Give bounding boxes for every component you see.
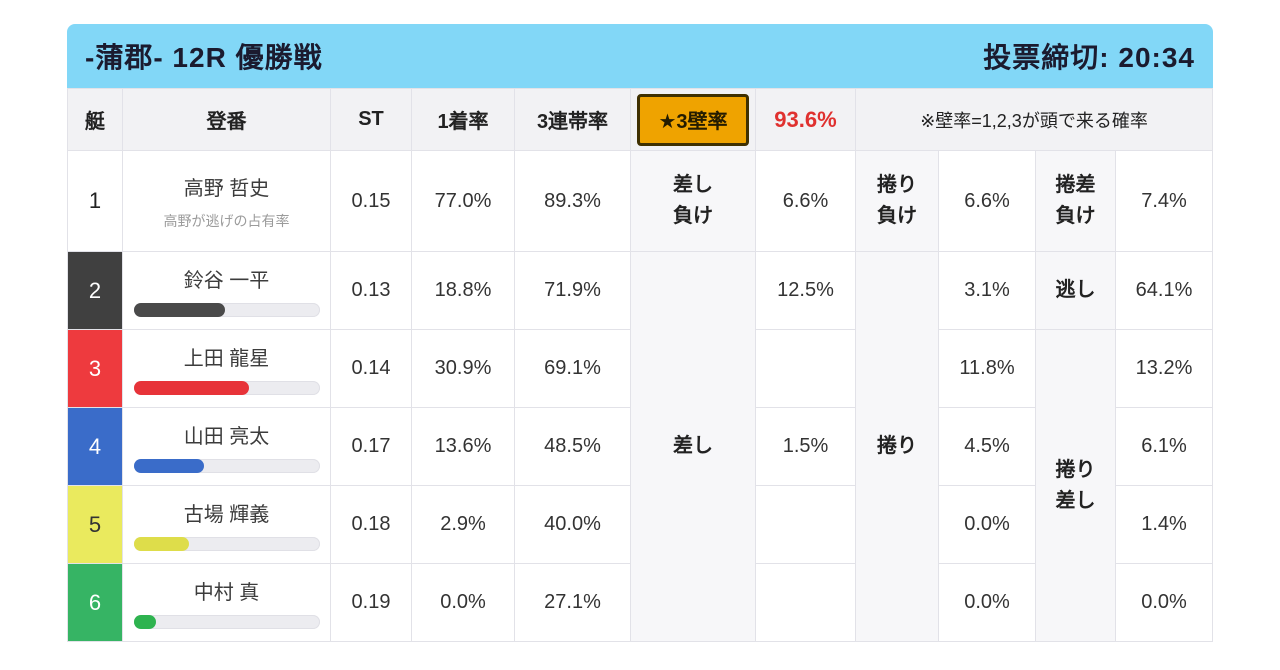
racer-name: 山田 亮太 <box>183 426 270 448</box>
top3-rate-value: 27.1% <box>514 563 631 642</box>
top3-rate-value: 40.0% <box>514 485 631 564</box>
win-rate-value: 77.0% <box>411 150 515 252</box>
racer-cell: 古場 輝義 <box>122 485 331 564</box>
table-row: 2 鈴谷 一平 0.13 18.8% 71.9% 差し 12.5% 捲り 3.1… <box>67 251 1214 642</box>
boat-number: 1 <box>67 150 123 252</box>
kimarite-label-makurizashi: 捲り 差し <box>1035 329 1116 642</box>
racer-cell: 中村 真 <box>122 563 331 642</box>
vote-deadline: 投票締切: 20:34 <box>983 42 1195 73</box>
st-value: 0.15 <box>330 150 412 252</box>
racer-cell: 山田 亮太 <box>122 407 331 486</box>
kimarite-value: 6.1% <box>1114 407 1214 486</box>
kimarite-label-makuri: 捲り <box>855 251 939 642</box>
kimarite-value: 11.8% <box>938 329 1036 408</box>
kimarite-label-sashi: 差し <box>630 251 756 642</box>
wall-rate-badge[interactable]: ★3壁率 <box>637 93 749 146</box>
table-row: 4 山田 亮太 0.17 13.6% 48.5% 1.5% 4.5% 6.1% <box>67 407 1214 486</box>
boat-number: 4 <box>67 407 123 486</box>
st-value: 0.18 <box>330 485 412 564</box>
wall-rate-value: 93.6% <box>755 88 856 151</box>
kimarite-value: 6.6% <box>938 150 1036 252</box>
kimarite-value <box>755 563 856 642</box>
kimarite-value: 13.2% <box>1114 329 1214 408</box>
kimarite-value: 6.6% <box>755 150 856 252</box>
kimarite-value: 3.1% <box>938 251 1036 330</box>
racer-cell: 高野 哲史 高野が逃げの占有率 <box>122 150 331 252</box>
progress-bar <box>133 381 320 395</box>
racer-name: 鈴谷 一平 <box>183 270 270 292</box>
table-header-row: 艇 登番 ST 1着率 3連帯率 ★3壁率 93.6% ※壁率=1,2,3が頭で… <box>67 88 1214 151</box>
top3-rate-value: 69.1% <box>514 329 631 408</box>
top3-rate-value: 48.5% <box>514 407 631 486</box>
table-row: 3 上田 龍星 0.14 30.9% 69.1% 11.8% 捲り 差し 13.… <box>67 329 1214 642</box>
progress-fill <box>133 615 156 629</box>
kimarite-label: 捲差 負け <box>1035 150 1116 252</box>
boat-number: 5 <box>67 485 123 564</box>
progress-fill <box>133 459 205 473</box>
kimarite-label: 差し 負け <box>630 150 756 252</box>
kimarite-value: 0.0% <box>938 485 1036 564</box>
kimarite-value <box>755 329 856 408</box>
top3-rate-value: 89.3% <box>514 150 631 252</box>
progress-bar <box>133 537 320 551</box>
col-win-rate: 1着率 <box>411 88 515 151</box>
race-table: 艇 登番 ST 1着率 3連帯率 ★3壁率 93.6% ※壁率=1,2,3が頭で… <box>67 88 1214 642</box>
kimarite-value: 4.5% <box>938 407 1036 486</box>
col-st: ST <box>330 88 412 151</box>
kimarite-value <box>755 485 856 564</box>
racer-name: 古場 輝義 <box>183 504 270 526</box>
st-value: 0.13 <box>330 251 412 330</box>
kimarite-value: 7.4% <box>1114 150 1214 252</box>
col-wall-rate: ★3壁率 <box>630 88 756 151</box>
table-row: 1 高野 哲史 高野が逃げの占有率 0.15 77.0% 89.3% 差し 負け… <box>67 150 1214 252</box>
boat-number: 2 <box>67 251 123 330</box>
win-rate-value: 0.0% <box>411 563 515 642</box>
col-top3-rate: 3連帯率 <box>514 88 631 151</box>
win-rate-value: 2.9% <box>411 485 515 564</box>
kimarite-label: 逃し <box>1035 251 1116 330</box>
top3-rate-value: 71.9% <box>514 251 631 330</box>
win-rate-value: 13.6% <box>411 407 515 486</box>
race-header-band: -蒲郡- 12R 優勝戦 投票締切: 20:34 <box>67 24 1213 88</box>
progress-fill <box>133 303 225 317</box>
racer-cell: 上田 龍星 <box>122 329 331 408</box>
progress-bar <box>133 459 320 473</box>
st-value: 0.14 <box>330 329 412 408</box>
boat-number: 3 <box>67 329 123 408</box>
racer-subtitle: 高野が逃げの占有率 <box>163 212 290 229</box>
st-value: 0.17 <box>330 407 412 486</box>
progress-bar <box>133 303 320 317</box>
race-title: -蒲郡- 12R 優勝戦 <box>85 42 323 73</box>
kimarite-label: 捲り 負け <box>855 150 939 252</box>
table-row: 6 中村 真 0.19 0.0% 27.1% 0.0% 0.0% <box>67 563 1214 642</box>
kimarite-value: 12.5% <box>755 251 856 330</box>
page: -蒲郡- 12R 優勝戦 投票締切: 20:34 艇 登番 ST 1着率 3連帯… <box>67 24 1214 642</box>
win-rate-value: 18.8% <box>411 251 515 330</box>
racer-name: 高野 哲史 <box>183 177 270 200</box>
wall-rate-note: ※壁率=1,2,3が頭で来る確率 <box>854 88 1214 151</box>
kimarite-value: 0.0% <box>938 563 1036 642</box>
racer-cell: 鈴谷 一平 <box>122 251 331 330</box>
col-entry: 登番 <box>122 88 331 151</box>
progress-bar <box>133 615 320 629</box>
racer-name: 上田 龍星 <box>183 348 270 370</box>
win-rate-value: 30.9% <box>411 329 515 408</box>
st-value: 0.19 <box>330 563 412 642</box>
kimarite-value: 0.0% <box>1114 563 1214 642</box>
kimarite-value: 1.5% <box>755 407 856 486</box>
racer-name: 中村 真 <box>193 582 260 604</box>
kimarite-value: 64.1% <box>1114 251 1214 330</box>
boat-number: 6 <box>67 563 123 642</box>
progress-fill <box>133 537 190 551</box>
kimarite-value: 1.4% <box>1114 485 1214 564</box>
col-boat: 艇 <box>67 88 123 151</box>
progress-fill <box>133 381 249 395</box>
table-row: 5 古場 輝義 0.18 2.9% 40.0% 0.0% 1.4% <box>67 485 1214 564</box>
